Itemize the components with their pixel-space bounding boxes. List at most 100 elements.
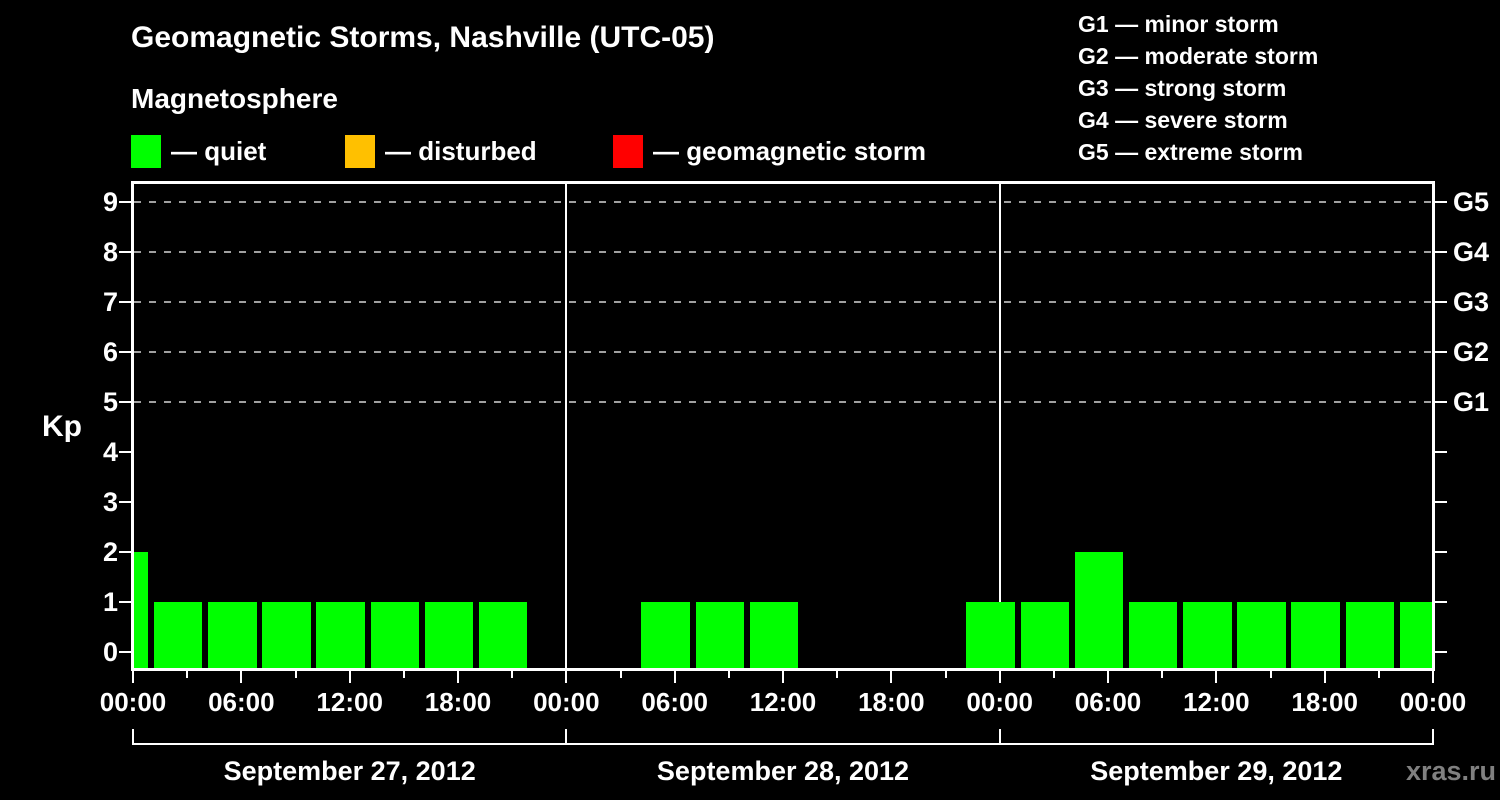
x-axis-tick-label: 12:00	[1183, 687, 1250, 717]
right-axis-tick	[1435, 550, 1447, 553]
x-axis-major-tick	[1323, 671, 1326, 683]
x-axis-minor-tick	[619, 671, 622, 678]
x-axis-major-tick	[998, 671, 1001, 683]
y-axis-tick	[119, 600, 131, 603]
y-axis-tick-label: 3	[102, 486, 118, 517]
g1-legend-line: G1 — minor storm	[1078, 11, 1279, 37]
date-label: September 27, 2012	[223, 756, 476, 786]
page-title: Geomagnetic Storms, Nashville (UTC-05)	[131, 21, 715, 54]
x-axis-tick-label: 18:00	[1291, 687, 1358, 717]
x-axis-tick-label: 18:00	[858, 687, 925, 717]
kp-bar	[641, 601, 690, 668]
legend-item-quiet: — quiet	[131, 134, 266, 168]
y-axis-tick	[119, 300, 131, 303]
x-axis-minor-tick	[511, 671, 514, 678]
legend-item-disturbed: — disturbed	[345, 134, 537, 168]
x-axis-minor-tick	[1269, 671, 1272, 678]
g5-legend-line: G5 — extreme storm	[1078, 138, 1303, 165]
y-axis-title: Kp	[42, 410, 82, 443]
kp-bar	[966, 601, 1015, 668]
y-axis-tick-label: 9	[102, 186, 118, 217]
kp-bar	[1020, 601, 1070, 668]
x-axis-tick-label: 18:00	[424, 687, 492, 717]
x-axis-minor-tick	[294, 671, 297, 678]
kp-bar	[1074, 551, 1124, 668]
y-axis-tick-label: 7	[102, 286, 118, 317]
g-level-label: G2	[1453, 336, 1490, 367]
x-axis-tick-label: 00:00	[99, 687, 167, 717]
gridline-g2	[134, 350, 1432, 353]
x-axis-tick-label: 12:00	[749, 687, 817, 717]
disturbed-label: — disturbed	[385, 135, 537, 166]
y-axis-tick	[119, 450, 131, 453]
x-axis-major-tick	[1432, 671, 1434, 683]
kp-bar	[134, 551, 149, 668]
right-axis-tick	[1435, 300, 1447, 303]
quiet-color-swatch	[131, 134, 161, 168]
y-axis-tick-label: 5	[102, 386, 118, 417]
kp-bar	[1399, 601, 1432, 668]
y-axis-tick	[119, 250, 131, 253]
x-axis-major-tick	[457, 671, 459, 683]
kp-bar	[262, 601, 311, 668]
kp-bar	[370, 601, 420, 668]
kp-bar	[1345, 601, 1395, 668]
right-axis-tick	[1435, 400, 1447, 403]
g3-legend-line: G3 — strong storm	[1078, 74, 1287, 101]
y-axis-tick	[119, 400, 131, 403]
kp-bar	[316, 601, 365, 668]
x-axis-minor-tick	[1161, 671, 1164, 678]
x-axis-minor-tick	[944, 671, 947, 678]
y-axis-tick	[119, 350, 131, 353]
kp-bar	[153, 601, 203, 668]
x-axis-major-tick	[1215, 671, 1218, 683]
kp-bar	[749, 601, 799, 668]
g-level-label: G5	[1453, 186, 1490, 217]
watermark: xras.ru	[1405, 756, 1496, 786]
g2-legend-line: G2 — moderate storm	[1078, 42, 1319, 69]
x-axis-major-tick	[240, 671, 243, 683]
x-axis-major-tick	[565, 671, 568, 683]
x-axis-tick-label: 00:00	[533, 687, 600, 717]
x-axis-tick-label: 06:00	[641, 687, 708, 717]
y-axis-tick	[119, 550, 131, 553]
x-axis-tick-label: 06:00	[208, 687, 275, 717]
date-bracket-tick	[132, 729, 134, 745]
x-axis-major-tick	[890, 671, 893, 683]
gridline-g1	[134, 400, 1432, 403]
right-axis-tick	[1435, 250, 1447, 253]
y-axis-tick-label: 1	[102, 586, 118, 617]
kp-bar	[1183, 601, 1232, 668]
x-axis-tick-label: 12:00	[316, 687, 383, 717]
quiet-label: — quiet	[171, 135, 267, 166]
y-axis-tick-label: 2	[102, 536, 118, 567]
right-axis-tick	[1435, 350, 1447, 353]
day-separator-line	[998, 184, 1001, 668]
plot-border	[131, 181, 1435, 671]
x-axis-major-tick	[348, 671, 351, 683]
y-axis-tick	[119, 200, 131, 203]
storm-label: — geomagnetic storm	[653, 135, 927, 166]
legend-item-storm: — geomagnetic storm	[613, 134, 926, 168]
g-level-label: G3	[1453, 286, 1490, 317]
x-axis-minor-tick	[1052, 671, 1055, 678]
x-axis-minor-tick	[727, 671, 730, 678]
date-bracket-tick	[1432, 729, 1434, 745]
kp-bar	[1237, 601, 1286, 668]
date-label: September 29, 2012	[1090, 756, 1343, 786]
date-label: September 28, 2012	[656, 756, 910, 786]
x-axis-minor-tick	[1377, 671, 1380, 678]
date-bracket-tick	[565, 729, 568, 745]
x-axis-minor-tick	[186, 671, 189, 678]
y-axis-tick-label: 4	[102, 436, 118, 467]
x-axis-minor-tick	[402, 671, 405, 678]
kp-bar	[478, 601, 528, 668]
g-level-label: G1	[1453, 386, 1490, 417]
gridline-g5	[134, 200, 1432, 203]
storm-color-swatch	[613, 134, 643, 168]
kp-bar	[1128, 601, 1178, 668]
day-separator-line	[565, 184, 568, 668]
kp-bar	[1291, 601, 1340, 668]
right-axis-tick	[1435, 650, 1447, 653]
